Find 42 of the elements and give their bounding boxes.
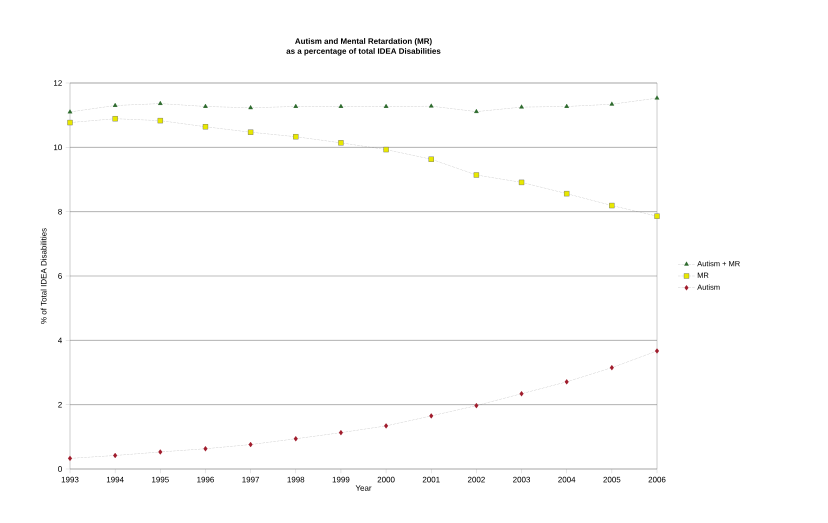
point (248, 442, 253, 448)
point (564, 190, 570, 196)
point (338, 140, 344, 146)
point (384, 104, 388, 108)
point (112, 116, 118, 122)
point (428, 103, 434, 108)
point (518, 180, 524, 186)
point (384, 423, 388, 429)
point (564, 104, 570, 108)
point (654, 213, 660, 219)
point (158, 118, 163, 124)
point (68, 456, 72, 462)
point (293, 104, 298, 108)
point (610, 364, 614, 370)
point (338, 430, 343, 436)
point (654, 348, 660, 354)
point (158, 449, 162, 455)
point (203, 446, 208, 452)
point (293, 134, 298, 140)
point (609, 102, 614, 106)
point (383, 146, 389, 152)
point (294, 436, 298, 442)
point (429, 413, 434, 419)
point (202, 124, 208, 130)
point (113, 452, 118, 458)
point (248, 105, 253, 110)
point (564, 379, 569, 385)
point (158, 100, 163, 106)
point (67, 120, 73, 126)
point (474, 108, 479, 114)
point (428, 156, 434, 162)
point (654, 95, 660, 100)
point (203, 104, 208, 108)
point (519, 391, 524, 396)
point (338, 104, 344, 108)
point (519, 104, 524, 109)
point (474, 402, 478, 408)
point (112, 102, 118, 107)
point (474, 172, 480, 178)
point (609, 202, 615, 208)
point (248, 130, 254, 135)
point (68, 109, 72, 114)
